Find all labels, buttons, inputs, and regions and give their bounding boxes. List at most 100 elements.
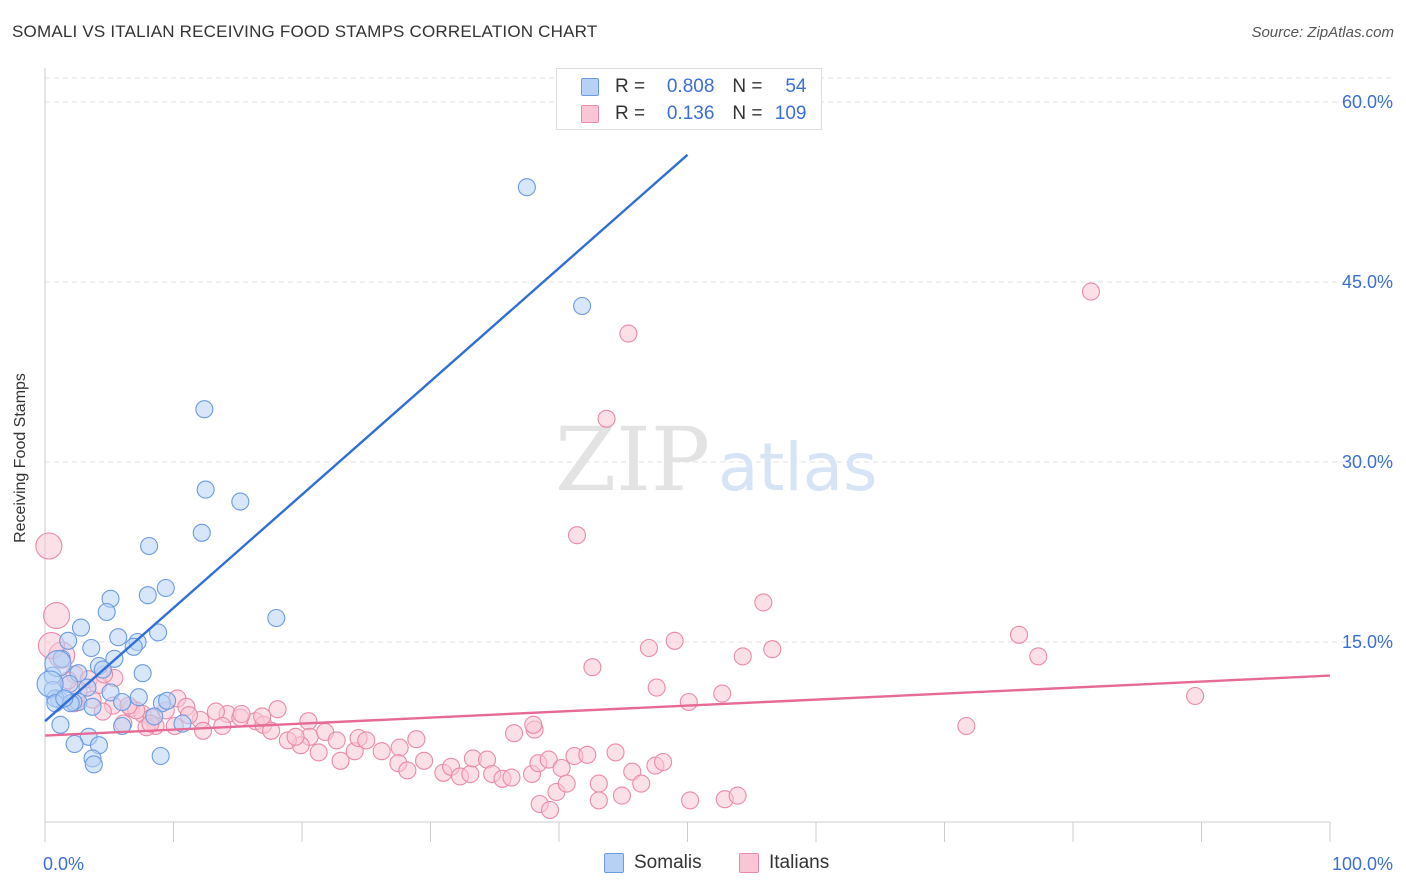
italians-point — [552, 758, 571, 778]
source-label: Source: ZipAtlas.com — [1251, 24, 1394, 41]
somalis-point — [97, 602, 116, 622]
y-tick-label: 15.0% — [1342, 632, 1393, 652]
somalis-point — [78, 678, 97, 697]
italians-point — [612, 786, 632, 805]
somalis-point — [156, 578, 175, 598]
somalis-point — [151, 746, 170, 766]
italians-point — [763, 640, 782, 659]
tick-labels: 15.0% 30.0% 45.0% 60.0% 0.0% 100.0% — [43, 92, 1393, 874]
legend-row-italians: R = 0.136 N = 109 — [581, 103, 807, 125]
italians-point — [557, 774, 576, 793]
italians-point — [589, 791, 608, 810]
italians-point — [407, 730, 426, 749]
watermark: ZIP atlas — [555, 408, 878, 511]
legend-label: Somalis — [634, 852, 702, 873]
n-label: N = — [732, 103, 763, 124]
italians-point — [286, 727, 305, 746]
italians-point — [540, 800, 560, 820]
italians-point — [583, 658, 602, 677]
italians-point — [35, 532, 63, 560]
somalis-point — [65, 734, 84, 754]
somalis-point — [158, 691, 177, 710]
italians-point — [524, 715, 543, 734]
r-value: 0.136 — [666, 103, 715, 124]
correlation-legend: R = 0.808 N = 54 R = 0.136 N = 109 — [556, 68, 822, 130]
italians-point — [957, 716, 976, 736]
somalis-point — [517, 178, 536, 197]
somalis-point — [138, 586, 157, 605]
somalis-point — [124, 637, 143, 656]
watermark-zip: ZIP — [555, 408, 710, 511]
italians-point — [253, 707, 272, 726]
n-value: 109 — [774, 103, 807, 124]
italians-point — [713, 684, 732, 703]
italians-point — [299, 712, 318, 731]
trend-lines — [44, 153, 1331, 737]
italians-point — [1081, 282, 1101, 301]
somalis-point — [149, 623, 168, 642]
italians-point — [623, 762, 642, 781]
legend-label: Italians — [769, 852, 830, 873]
italians-point — [632, 774, 651, 793]
italians-point — [619, 324, 638, 343]
y-axis-label: Receiving Food Stamps — [12, 373, 29, 543]
italians-point — [1186, 686, 1205, 706]
italians-point — [415, 751, 434, 770]
italians-point — [681, 791, 700, 810]
somalis-point — [83, 697, 102, 716]
italians-point — [372, 742, 391, 761]
n-label: N = — [732, 76, 763, 97]
somalis-point — [133, 664, 152, 683]
somalis-points — [36, 178, 592, 774]
somalis-point — [195, 400, 214, 419]
italians-swatch — [581, 105, 599, 123]
somalis-point — [59, 631, 78, 650]
somalis-point — [51, 715, 70, 734]
somalis-point — [84, 755, 103, 774]
italians-point — [606, 743, 625, 762]
grid-lines — [45, 77, 1394, 643]
italians-point — [357, 731, 376, 750]
somalis-point — [113, 716, 132, 736]
italians-trend-line — [44, 674, 1331, 737]
italians-point — [1029, 647, 1048, 666]
somalis-point — [82, 638, 101, 658]
somalis-point — [196, 480, 215, 499]
somalis-point — [71, 618, 91, 637]
r-value: 0.808 — [666, 76, 715, 97]
somalis-point — [101, 683, 120, 702]
series-legend: Somalis Italians — [0, 852, 1406, 876]
somalis-point — [55, 689, 74, 708]
somalis-point — [231, 492, 250, 511]
italians-point — [194, 721, 213, 740]
italians-point — [327, 731, 346, 750]
italians-swatch — [739, 853, 759, 873]
somalis-swatch — [604, 853, 624, 873]
somalis-point — [267, 608, 286, 628]
somalis-point — [113, 692, 132, 712]
italians-points — [35, 282, 1205, 820]
italians-point — [262, 721, 281, 740]
n-value: 54 — [785, 76, 807, 97]
r-label: R = — [615, 76, 646, 97]
italians-point — [504, 724, 524, 743]
italians-point — [728, 786, 747, 805]
legend-item-italians[interactable]: Italians — [739, 852, 829, 874]
italians-point — [539, 750, 558, 769]
somalis-point — [192, 523, 211, 542]
italians-point — [43, 602, 71, 630]
italians-point — [398, 761, 417, 780]
legend-item-somalis[interactable]: Somalis — [604, 852, 702, 874]
italians-point — [679, 692, 698, 712]
somalis-point — [109, 628, 128, 647]
italians-point — [597, 409, 616, 428]
somalis-point — [129, 688, 148, 707]
somalis-swatch — [581, 78, 599, 96]
italians-point — [639, 638, 659, 658]
italians-point — [654, 752, 673, 772]
italians-point — [461, 764, 480, 784]
italians-point — [567, 526, 587, 545]
y-tick-label: 60.0% — [1342, 92, 1393, 112]
italians-point — [589, 774, 608, 793]
